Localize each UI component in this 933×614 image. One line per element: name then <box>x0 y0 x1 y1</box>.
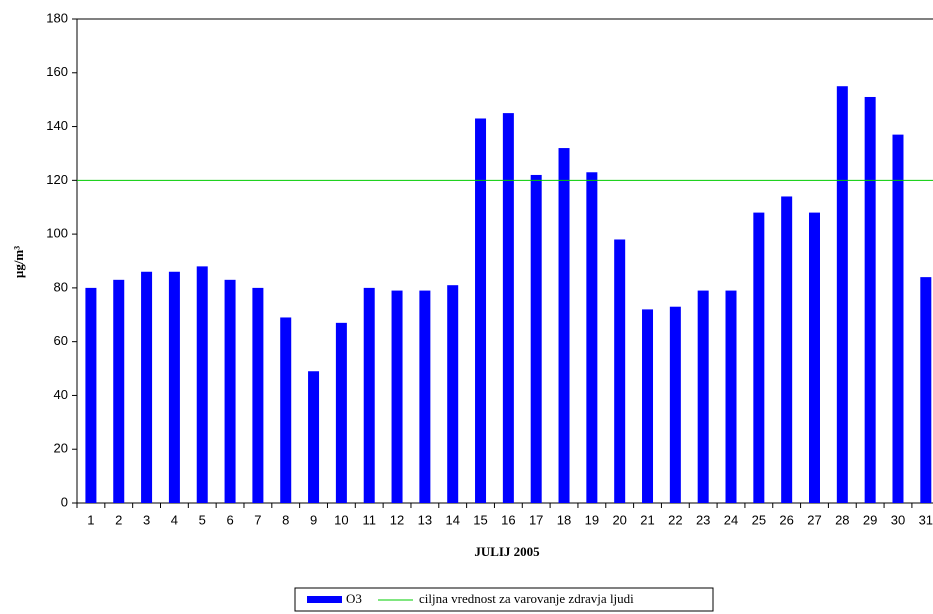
bar <box>892 134 904 503</box>
bar <box>168 271 180 503</box>
bar <box>697 290 709 503</box>
bar <box>781 196 793 503</box>
x-tick-label: 14 <box>445 512 459 527</box>
y-tick-label: 80 <box>54 279 68 294</box>
x-tick-label: 11 <box>362 512 376 527</box>
x-tick-label: 10 <box>334 512 348 527</box>
bar <box>558 148 570 504</box>
x-tick-label: 23 <box>696 512 710 527</box>
x-tick-label: 15 <box>473 512 487 527</box>
x-tick-label: 12 <box>390 512 404 527</box>
y-tick-label: 60 <box>54 333 68 348</box>
bar <box>252 287 264 503</box>
bar <box>447 285 459 503</box>
bar <box>419 290 431 503</box>
bar <box>614 239 626 503</box>
bar <box>224 279 236 503</box>
bar <box>808 212 820 503</box>
x-tick-label: 17 <box>529 512 543 527</box>
y-tick-label: 160 <box>46 64 68 79</box>
legend-label: O3 <box>346 591 362 606</box>
x-tick-label: 19 <box>585 512 599 527</box>
bar <box>753 212 765 503</box>
bar <box>864 96 876 503</box>
legend-label: ciljna vrednost za varovanje zdravja lju… <box>419 591 634 606</box>
bar <box>85 287 97 503</box>
bar <box>836 86 848 503</box>
x-tick-label: 26 <box>779 512 793 527</box>
x-tick-label: 3 <box>143 512 150 527</box>
bar <box>141 271 153 503</box>
x-tick-label: 25 <box>752 512 766 527</box>
x-tick-label: 24 <box>724 512 738 527</box>
x-tick-label: 7 <box>254 512 261 527</box>
y-tick-label: 120 <box>46 172 68 187</box>
legend-box <box>294 587 714 612</box>
y-tick-label: 180 <box>46 10 68 25</box>
bar <box>280 317 292 503</box>
bar <box>196 266 208 503</box>
bar <box>363 287 375 503</box>
x-tick-label: 22 <box>668 512 682 527</box>
bar <box>530 174 542 503</box>
y-tick-label: 100 <box>46 226 68 241</box>
bar <box>586 172 598 503</box>
x-tick-label: 29 <box>863 512 877 527</box>
x-tick-label: 13 <box>418 512 432 527</box>
bar <box>502 113 514 503</box>
x-tick-label: 9 <box>310 512 317 527</box>
bar <box>335 322 347 503</box>
x-tick-label: 30 <box>891 512 905 527</box>
x-tick-label: 4 <box>171 512 178 527</box>
bar <box>725 290 737 503</box>
x-tick-label: 31 <box>919 512 933 527</box>
x-tick-label: 8 <box>282 512 289 527</box>
bar <box>113 279 125 503</box>
x-tick-label: 27 <box>807 512 821 527</box>
legend-swatch <box>307 596 342 603</box>
x-axis-title: JULIJ 2005 <box>474 544 540 559</box>
bar <box>308 371 320 503</box>
x-tick-label: 2 <box>115 512 122 527</box>
x-tick-label: 6 <box>226 512 233 527</box>
y-tick-label: 0 <box>61 494 68 509</box>
x-tick-label: 5 <box>199 512 206 527</box>
x-tick-label: 20 <box>612 512 626 527</box>
x-tick-label: 1 <box>87 512 94 527</box>
x-tick-label: 18 <box>557 512 571 527</box>
x-tick-label: 16 <box>501 512 515 527</box>
y-tick-label: 140 <box>46 118 68 133</box>
bar <box>642 309 654 503</box>
y-axis-title: µg/m³ <box>11 246 26 278</box>
y-tick-label: 20 <box>54 441 68 456</box>
bar <box>391 290 403 503</box>
bar <box>669 306 681 503</box>
y-tick-label: 40 <box>54 387 68 402</box>
x-tick-label: 21 <box>640 512 654 527</box>
x-tick-label: 28 <box>835 512 849 527</box>
bar <box>475 118 487 503</box>
bar <box>920 277 932 503</box>
